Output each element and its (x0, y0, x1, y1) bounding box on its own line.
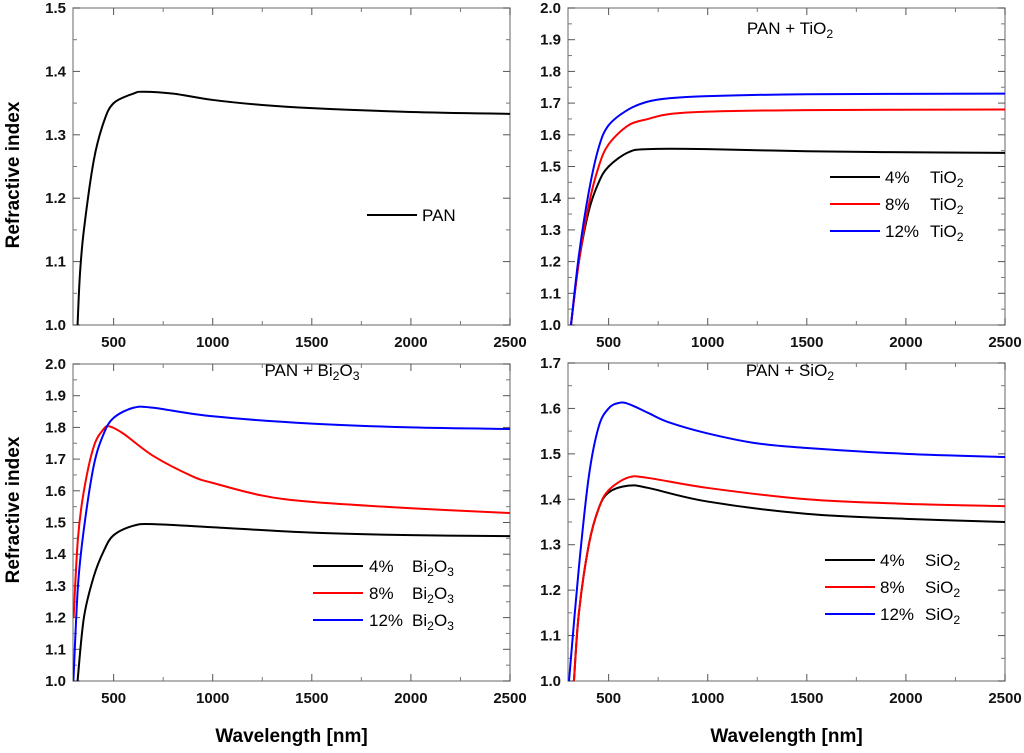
y-tick-label: 1.4 (540, 491, 562, 508)
y-tick-label: 1.7 (540, 355, 561, 372)
series-line-1 (76, 90, 510, 325)
y-tick-label: 1.1 (45, 254, 66, 271)
x-tick-label: 1000 (196, 690, 229, 707)
x-tick-label: 2500 (493, 334, 526, 351)
x-tick-label: 2000 (889, 334, 922, 351)
x-tick-label: 1500 (295, 334, 328, 351)
panel-title: PAN + TiO2 (747, 19, 834, 41)
legend-formula: TiO2 (930, 222, 964, 244)
y-tick-label: 1.2 (45, 190, 66, 207)
x-tick-label: 2500 (988, 690, 1021, 707)
panel-title: PAN + SiO2 (746, 361, 834, 383)
panel-title: PAN + Bi2O3 (264, 361, 359, 383)
x-tick-label: 500 (101, 690, 126, 707)
y-tick-label: 1.4 (45, 63, 67, 80)
x-tick-label: 1500 (790, 334, 823, 351)
y-tick-label: 1.8 (45, 419, 66, 436)
y-axis-label: Refractive index (3, 101, 24, 248)
y-tick-label: 1.2 (45, 610, 66, 627)
series-line-2 (569, 108, 1005, 325)
x-tick-label: 1500 (295, 690, 328, 707)
series-line-2 (572, 475, 1005, 681)
chart-panel-3: 500 1000 1500 2000 2500 1.0 1.1 1.2 1.3 1.4 1.5 1.6… (3, 356, 527, 747)
x-tick-label: 500 (596, 334, 621, 351)
chart-panel-2: 500 1000 1500 2000 2500 1.0 1.1 1.2 1.3 1.4 1.5 1.6… (540, 0, 1022, 351)
x-tick-label: 2000 (394, 690, 427, 707)
plot-frame (72, 7, 511, 326)
series-line-3 (568, 401, 1005, 681)
y-tick-label: 1.6 (540, 400, 561, 417)
y-tick-label: 2.0 (45, 356, 66, 373)
legend-formula: Bi2O3 (412, 557, 454, 579)
y-tick-label: 1.0 (540, 673, 561, 690)
y-tick-label: 1.4 (45, 546, 67, 563)
legend-formula: SiO2 (925, 578, 960, 600)
y-tick-label: 1.2 (540, 254, 561, 271)
y-tick-label: 1.7 (540, 95, 561, 112)
y-tick-label: 1.3 (540, 537, 561, 554)
y-tick-label: 1.0 (45, 673, 66, 690)
chart-panel-1: 500 1000 1500 2000 2500 1.0 1.1 1.2 1.3 1.4 1.5 PAN… (3, 0, 527, 351)
legend-label: 4% (880, 551, 905, 570)
x-tick-label: 2500 (493, 690, 526, 707)
plot-frame (567, 7, 1006, 326)
y-tick-label: 2.0 (540, 0, 561, 17)
y-tick-label: 1.9 (540, 32, 561, 49)
y-tick-label: 1.6 (540, 127, 561, 144)
legend-label: 12% (880, 605, 914, 624)
y-tick-label: 1.3 (45, 127, 66, 144)
x-axis-label: Wavelength [nm] (710, 726, 862, 747)
legend-formula: TiO2 (930, 168, 964, 190)
legend-label: PAN (422, 206, 456, 225)
x-tick-label: 1500 (790, 690, 823, 707)
x-tick-label: 1000 (691, 690, 724, 707)
y-tick-label: 1.5 (540, 446, 561, 463)
x-tick-label: 2500 (988, 334, 1021, 351)
y-tick-label: 1.3 (540, 222, 561, 239)
legend-formula: SiO2 (925, 551, 960, 573)
legend-label: 4% (885, 168, 910, 187)
y-tick-label: 1.0 (540, 317, 561, 334)
y-tick-label: 1.5 (45, 0, 66, 17)
series-line-3 (73, 405, 510, 681)
x-tick-label: 500 (596, 690, 621, 707)
x-tick-label: 500 (101, 334, 126, 351)
y-tick-label: 1.0 (45, 317, 66, 334)
y-tick-label: 1.1 (540, 285, 561, 302)
y-tick-label: 1.8 (540, 63, 561, 80)
y-tick-label: 1.3 (45, 578, 66, 595)
y-tick-label: 1.5 (540, 159, 561, 176)
legend-formula: SiO2 (925, 605, 960, 627)
x-axis-label: Wavelength [nm] (215, 726, 367, 747)
y-tick-label: 1.6 (45, 483, 66, 500)
series-line-1 (76, 522, 510, 681)
x-tick-label: 1000 (196, 334, 229, 351)
legend-label: 12% (369, 611, 403, 630)
series-line-3 (569, 92, 1005, 325)
y-tick-label: 1.2 (540, 582, 561, 599)
legend-label: 4% (369, 557, 394, 576)
legend-label: 8% (885, 195, 910, 214)
y-tick-label: 1.5 (45, 515, 66, 532)
y-tick-label: 1.4 (540, 190, 562, 207)
legend-label: 8% (369, 584, 394, 603)
series-line-2 (73, 425, 510, 618)
x-tick-label: 2000 (889, 690, 922, 707)
x-tick-label: 2000 (394, 334, 427, 351)
plot-frame (567, 362, 1006, 682)
y-tick-label: 1.9 (45, 388, 66, 405)
y-tick-label: 1.7 (45, 451, 66, 468)
y-axis-label: Refractive index (3, 436, 24, 583)
y-tick-label: 1.1 (45, 641, 66, 658)
legend-label: 12% (885, 222, 919, 241)
plot-frame (72, 363, 511, 682)
legend-formula: TiO2 (930, 195, 964, 217)
legend-label: 8% (880, 578, 905, 597)
x-tick-label: 1000 (691, 334, 724, 351)
chart-panel-4: 500 1000 1500 2000 2500 1.0 1.1 1.2 1.3 1.4 1.5 1.6… (540, 355, 1022, 747)
legend-formula: Bi2O3 (412, 611, 454, 633)
legend-formula: Bi2O3 (412, 584, 454, 606)
y-tick-label: 1.1 (540, 628, 561, 645)
